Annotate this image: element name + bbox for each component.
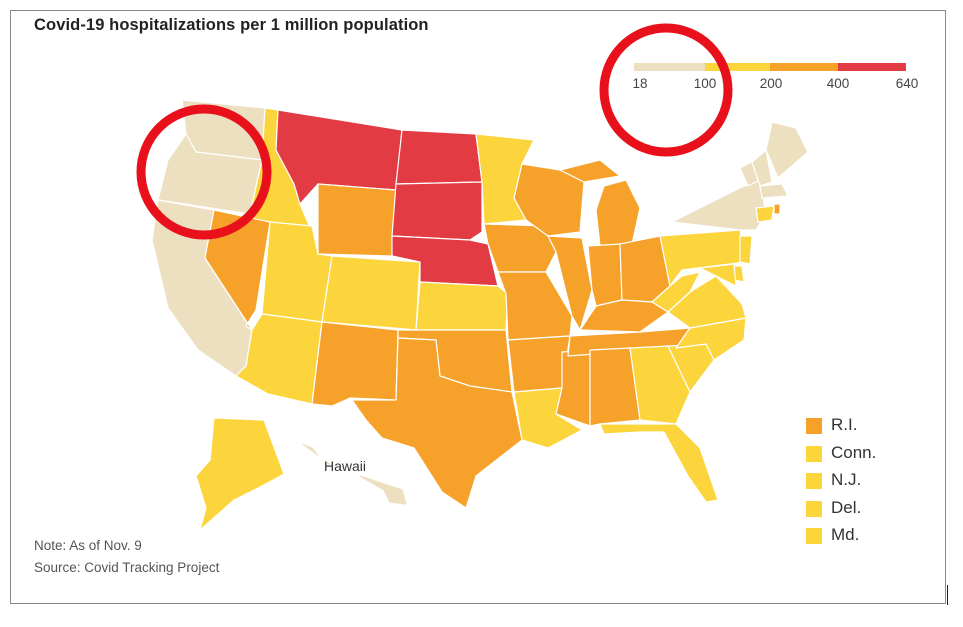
state-new-jersey: [739, 235, 753, 265]
scale-tick-640: 640: [895, 76, 919, 91]
state-connecticut: [755, 205, 775, 223]
legend-label: Md.: [831, 525, 860, 544]
scale-tick-400: 400: [826, 76, 850, 91]
legend-label: N.J.: [831, 470, 862, 489]
state-new-york: [671, 179, 767, 231]
state-new-mexico: [311, 321, 399, 407]
state-new-hampshire: [751, 149, 773, 187]
state-colorado: [321, 255, 421, 331]
state-florida: [599, 423, 719, 503]
state-indiana: [587, 243, 623, 307]
highlight-circle-oregon: [136, 104, 272, 240]
map-title: Covid-19 hospitalizations per 1 million …: [34, 16, 429, 34]
legend-swatch: [806, 528, 822, 544]
legend-swatch: [806, 418, 822, 434]
text-cursor: [947, 585, 948, 605]
legend-label: Del.: [831, 497, 862, 517]
legend-label: R.I.: [831, 415, 858, 434]
source-text: Source: Covid Tracking Project: [34, 560, 220, 575]
state-kentucky: [579, 299, 669, 333]
scale-bin-100-200: [705, 63, 770, 71]
note-text: Note: As of Nov. 9: [34, 538, 142, 553]
state-alabama: [589, 347, 641, 427]
legend-label: Conn.: [831, 442, 877, 462]
state-maine: [765, 121, 809, 179]
hawaii-label: Hawaii: [324, 458, 367, 474]
scale-bin-200-400: [770, 63, 838, 71]
scale-tick-200: 200: [759, 76, 783, 91]
scale-bin-400-640: [838, 63, 906, 71]
scale-bin-18-100: [634, 63, 705, 71]
state-texas: [351, 337, 523, 509]
state-maryland: [699, 263, 737, 287]
state-north-dakota: [395, 129, 483, 185]
state-kansas: [415, 281, 509, 331]
scale-tick-18: 18: [632, 76, 648, 91]
state-massachusetts: [759, 183, 789, 199]
state-wyoming: [317, 183, 397, 257]
highlight-circle-scale: [599, 23, 733, 157]
state-missouri: [497, 271, 573, 341]
legend-swatch: [806, 473, 822, 489]
state-arkansas: [507, 335, 571, 393]
state-hawaii: [301, 443, 407, 505]
scale-tick-100: 100: [693, 76, 717, 91]
legend-swatch: [806, 445, 822, 462]
legend-swatch: [806, 500, 822, 517]
state-alaska: [195, 417, 285, 531]
state-georgia: [629, 345, 691, 425]
state-south-dakota: [391, 181, 483, 241]
state-rhode-island: [773, 203, 781, 215]
